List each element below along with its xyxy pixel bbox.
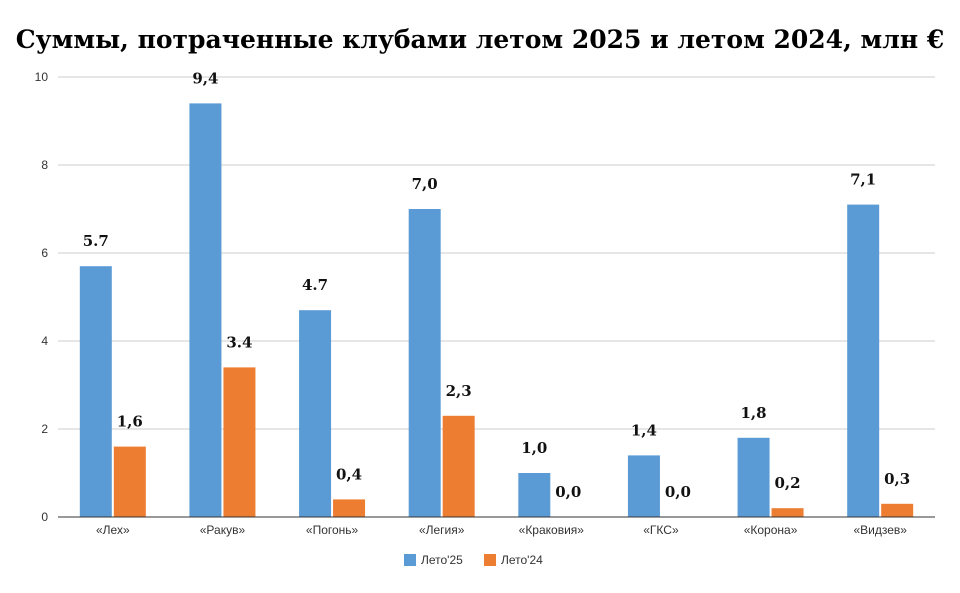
data-label: 0,2: [775, 474, 801, 492]
bar-leto24: [113, 446, 146, 517]
bar-leto25: [408, 209, 441, 517]
data-label: 2,3: [446, 382, 472, 400]
bar-leto24: [881, 503, 914, 517]
data-label: 5.7: [83, 232, 109, 250]
x-tick-label: «Видзев»: [853, 523, 907, 537]
legend-label: Лето'24: [501, 553, 543, 567]
x-tick-label: «Лех»: [96, 523, 130, 537]
y-tick-label: 0: [41, 510, 48, 524]
x-tick-label: «Корона»: [744, 523, 798, 537]
legend-swatch: [404, 554, 416, 566]
y-tick-label: 10: [35, 70, 49, 84]
x-tick-label: «Погонь»: [306, 523, 359, 537]
data-label: 1,6: [117, 413, 143, 431]
bar-leto25: [189, 103, 222, 518]
bar-leto24: [771, 508, 804, 517]
bar-leto25: [299, 310, 332, 517]
y-tick-label: 4: [41, 334, 48, 348]
data-label: 4.7: [302, 276, 328, 294]
data-labels: 5.7 1,6 9,4 3.4 4.7 0,4 7,0 2,3 1,0 0,0 1,4 0,0 1,8 0…: [83, 69, 910, 501]
data-label: 0,4: [336, 465, 362, 483]
bar-leto25: [518, 473, 551, 517]
chart-title: Суммы, потраченные клубами летом 2025 и …: [16, 25, 944, 54]
y-axis-ticks: 0 2 4 6 8 10: [35, 70, 49, 524]
x-tick-label: «ГКС»: [643, 523, 679, 537]
legend-swatch: [484, 554, 496, 566]
bar-leto25: [627, 455, 660, 517]
bar-leto25: [847, 204, 880, 517]
data-label: 0,0: [555, 483, 581, 501]
data-label: 0,0: [665, 483, 691, 501]
bar-leto24: [333, 499, 366, 517]
x-tick-label: «Легия»: [419, 523, 465, 537]
data-label: 7,1: [850, 171, 876, 189]
bar-leto25: [79, 266, 112, 517]
y-tick-label: 6: [41, 246, 48, 260]
legend-label: Лето'25: [421, 553, 463, 567]
data-label: 3.4: [226, 333, 252, 351]
y-tick-label: 8: [41, 158, 48, 172]
x-tick-label: «Краковия»: [519, 523, 585, 537]
bar-leto25: [737, 437, 770, 517]
data-label: 1,4: [631, 421, 657, 439]
data-label: 7,0: [412, 175, 438, 193]
data-label: 9,4: [192, 69, 218, 87]
y-tick-label: 2: [41, 422, 48, 436]
data-label: 1,0: [521, 439, 547, 457]
bar-leto24: [223, 367, 256, 517]
bars: [79, 103, 914, 518]
x-axis-categories: «Лех» «Ракув» «Погонь» «Легия» «Краковия» «ГК…: [96, 523, 907, 537]
x-tick-label: «Ракув»: [200, 523, 246, 537]
data-label: 1,8: [741, 404, 767, 422]
data-label: 0,3: [884, 470, 910, 488]
bar-leto24: [442, 415, 475, 517]
legend: Лето'25 Лето'24: [404, 553, 543, 567]
